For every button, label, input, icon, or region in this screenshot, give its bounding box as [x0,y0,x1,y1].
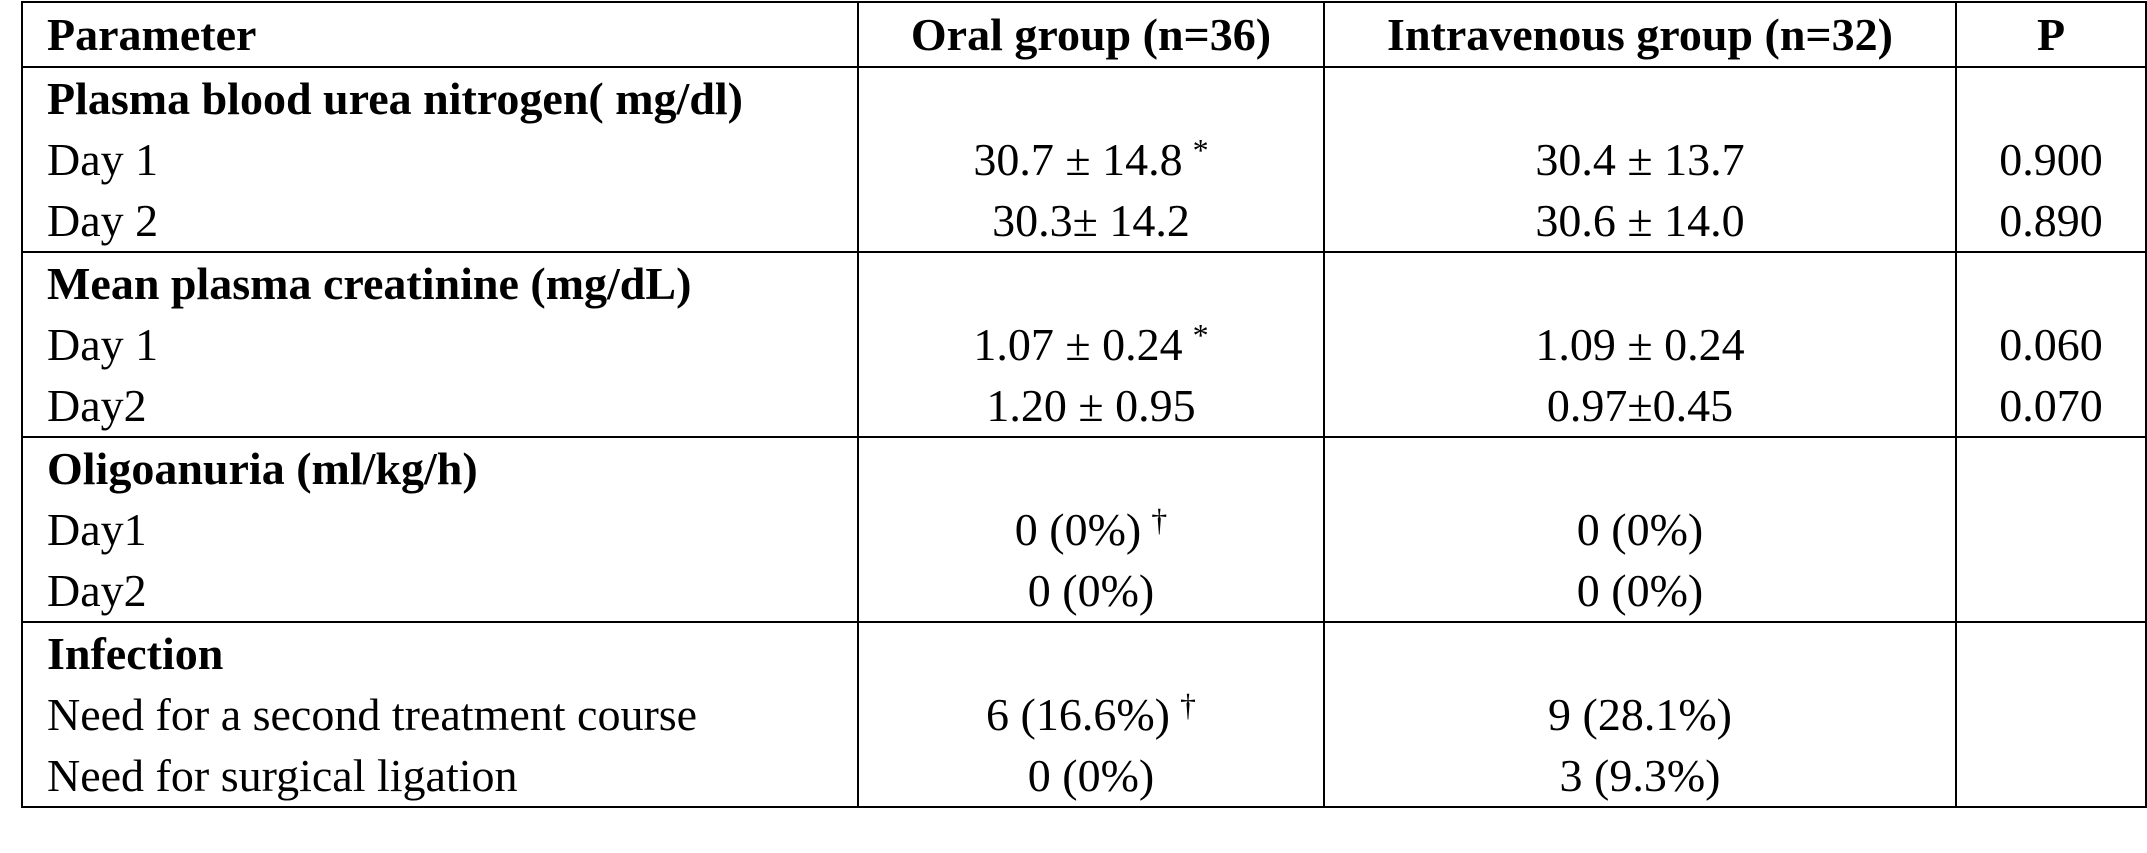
row-label: Day 2 [47,195,159,246]
p-value: 0.890 [1999,195,2103,246]
row-label: Day2 [47,380,147,431]
oral-cell: 30.7 ± 14.8 * 30.3± 14.2 [857,66,1325,253]
footnote-mark: † [1179,687,1196,723]
iv-value: 9 (28.1%) [1548,689,1732,740]
footnote-mark: * [1192,317,1209,353]
results-table: Parameter Oral group (n=36) Intravenous … [21,1,2147,808]
oral-value: 0 (0%) [1027,750,1155,801]
section-plasma-creatinine: Mean plasma creatinine (mg/dL) Day 1 Day… [21,251,2147,438]
p-value [1957,560,2145,621]
p-cell: 0.900 0.890 [1955,66,2147,253]
p-value: 0.060 [1999,319,2103,370]
section-title: Infection [47,628,224,679]
iv-value: 30.6 ± 14.0 [1535,195,1745,246]
p-value: 0.070 [1999,380,2103,431]
p-value [1957,499,2145,560]
oral-value: 30.3± 14.2 [992,195,1190,246]
section-title: Plasma blood urea nitrogen( mg/dl) [47,73,743,124]
oral-cell: 0 (0%) † 0 (0%) [857,436,1325,623]
parameter-cell: Mean plasma creatinine (mg/dL) Day 1 Day… [21,251,859,438]
iv-cell: 9 (28.1%) 3 (9.3%) [1323,621,1957,808]
p-value [1957,745,2145,806]
row-label: Day 1 [47,319,159,370]
p-cell: 0.060 0.070 [1955,251,2147,438]
oral-value: 30.7 ± 14.8 [973,134,1183,185]
section-title: Mean plasma creatinine (mg/dL) [47,258,692,309]
oral-cell: 1.07 ± 0.24 * 1.20 ± 0.95 [857,251,1325,438]
parameter-cell: Infection Need for a second treatment co… [21,621,859,808]
p-value [1957,684,2145,745]
footnote-mark: * [1192,132,1209,168]
header-intravenous-group: Intravenous group (n=32) [1323,1,1957,68]
p-cell [1955,436,2147,623]
row-label: Day1 [47,504,147,555]
header-parameter: Parameter [21,1,859,68]
iv-cell: 1.09 ± 0.24 0.97±0.45 [1323,251,1957,438]
row-label: Day 1 [47,134,159,185]
header-row: Parameter Oral group (n=36) Intravenous … [21,1,2147,68]
iv-value: 30.4 ± 13.7 [1535,134,1745,185]
p-cell [1955,621,2147,808]
parameter-cell: Plasma blood urea nitrogen( mg/dl) Day 1… [21,66,859,253]
oral-cell: 6 (16.6%) † 0 (0%) [857,621,1325,808]
iv-value: 0 (0%) [1576,565,1704,616]
row-label: Need for surgical ligation [47,750,518,801]
section-oligoanuria: Oligoanuria (ml/kg/h) Day1 Day2 0 (0%) † … [21,436,2147,623]
iv-cell: 0 (0%) 0 (0%) [1323,436,1957,623]
iv-value: 0 (0%) [1576,504,1704,555]
header-oral-group: Oral group (n=36) [857,1,1325,68]
iv-value: 3 (9.3%) [1559,750,1721,801]
oral-value: 1.07 ± 0.24 [973,319,1183,370]
row-label: Day2 [47,565,147,616]
oral-value: 1.20 ± 0.95 [986,380,1196,431]
p-value: 0.900 [1999,134,2103,185]
iv-cell: 30.4 ± 13.7 30.6 ± 14.0 [1323,66,1957,253]
iv-value: 1.09 ± 0.24 [1535,319,1745,370]
parameter-cell: Oligoanuria (ml/kg/h) Day1 Day2 [21,436,859,623]
section-title: Oligoanuria (ml/kg/h) [47,443,478,494]
iv-value: 0.97±0.45 [1546,380,1734,431]
oral-value: 6 (16.6%) [986,689,1170,740]
section-infection: Infection Need for a second treatment co… [21,621,2147,808]
oral-value: 0 (0%) [1027,565,1155,616]
section-blood-urea-nitrogen: Plasma blood urea nitrogen( mg/dl) Day 1… [21,66,2147,253]
oral-value: 0 (0%) [1014,504,1142,555]
header-p-value: P [1955,1,2147,68]
row-label: Need for a second treatment course [47,689,698,740]
footnote-mark: † [1151,502,1168,538]
